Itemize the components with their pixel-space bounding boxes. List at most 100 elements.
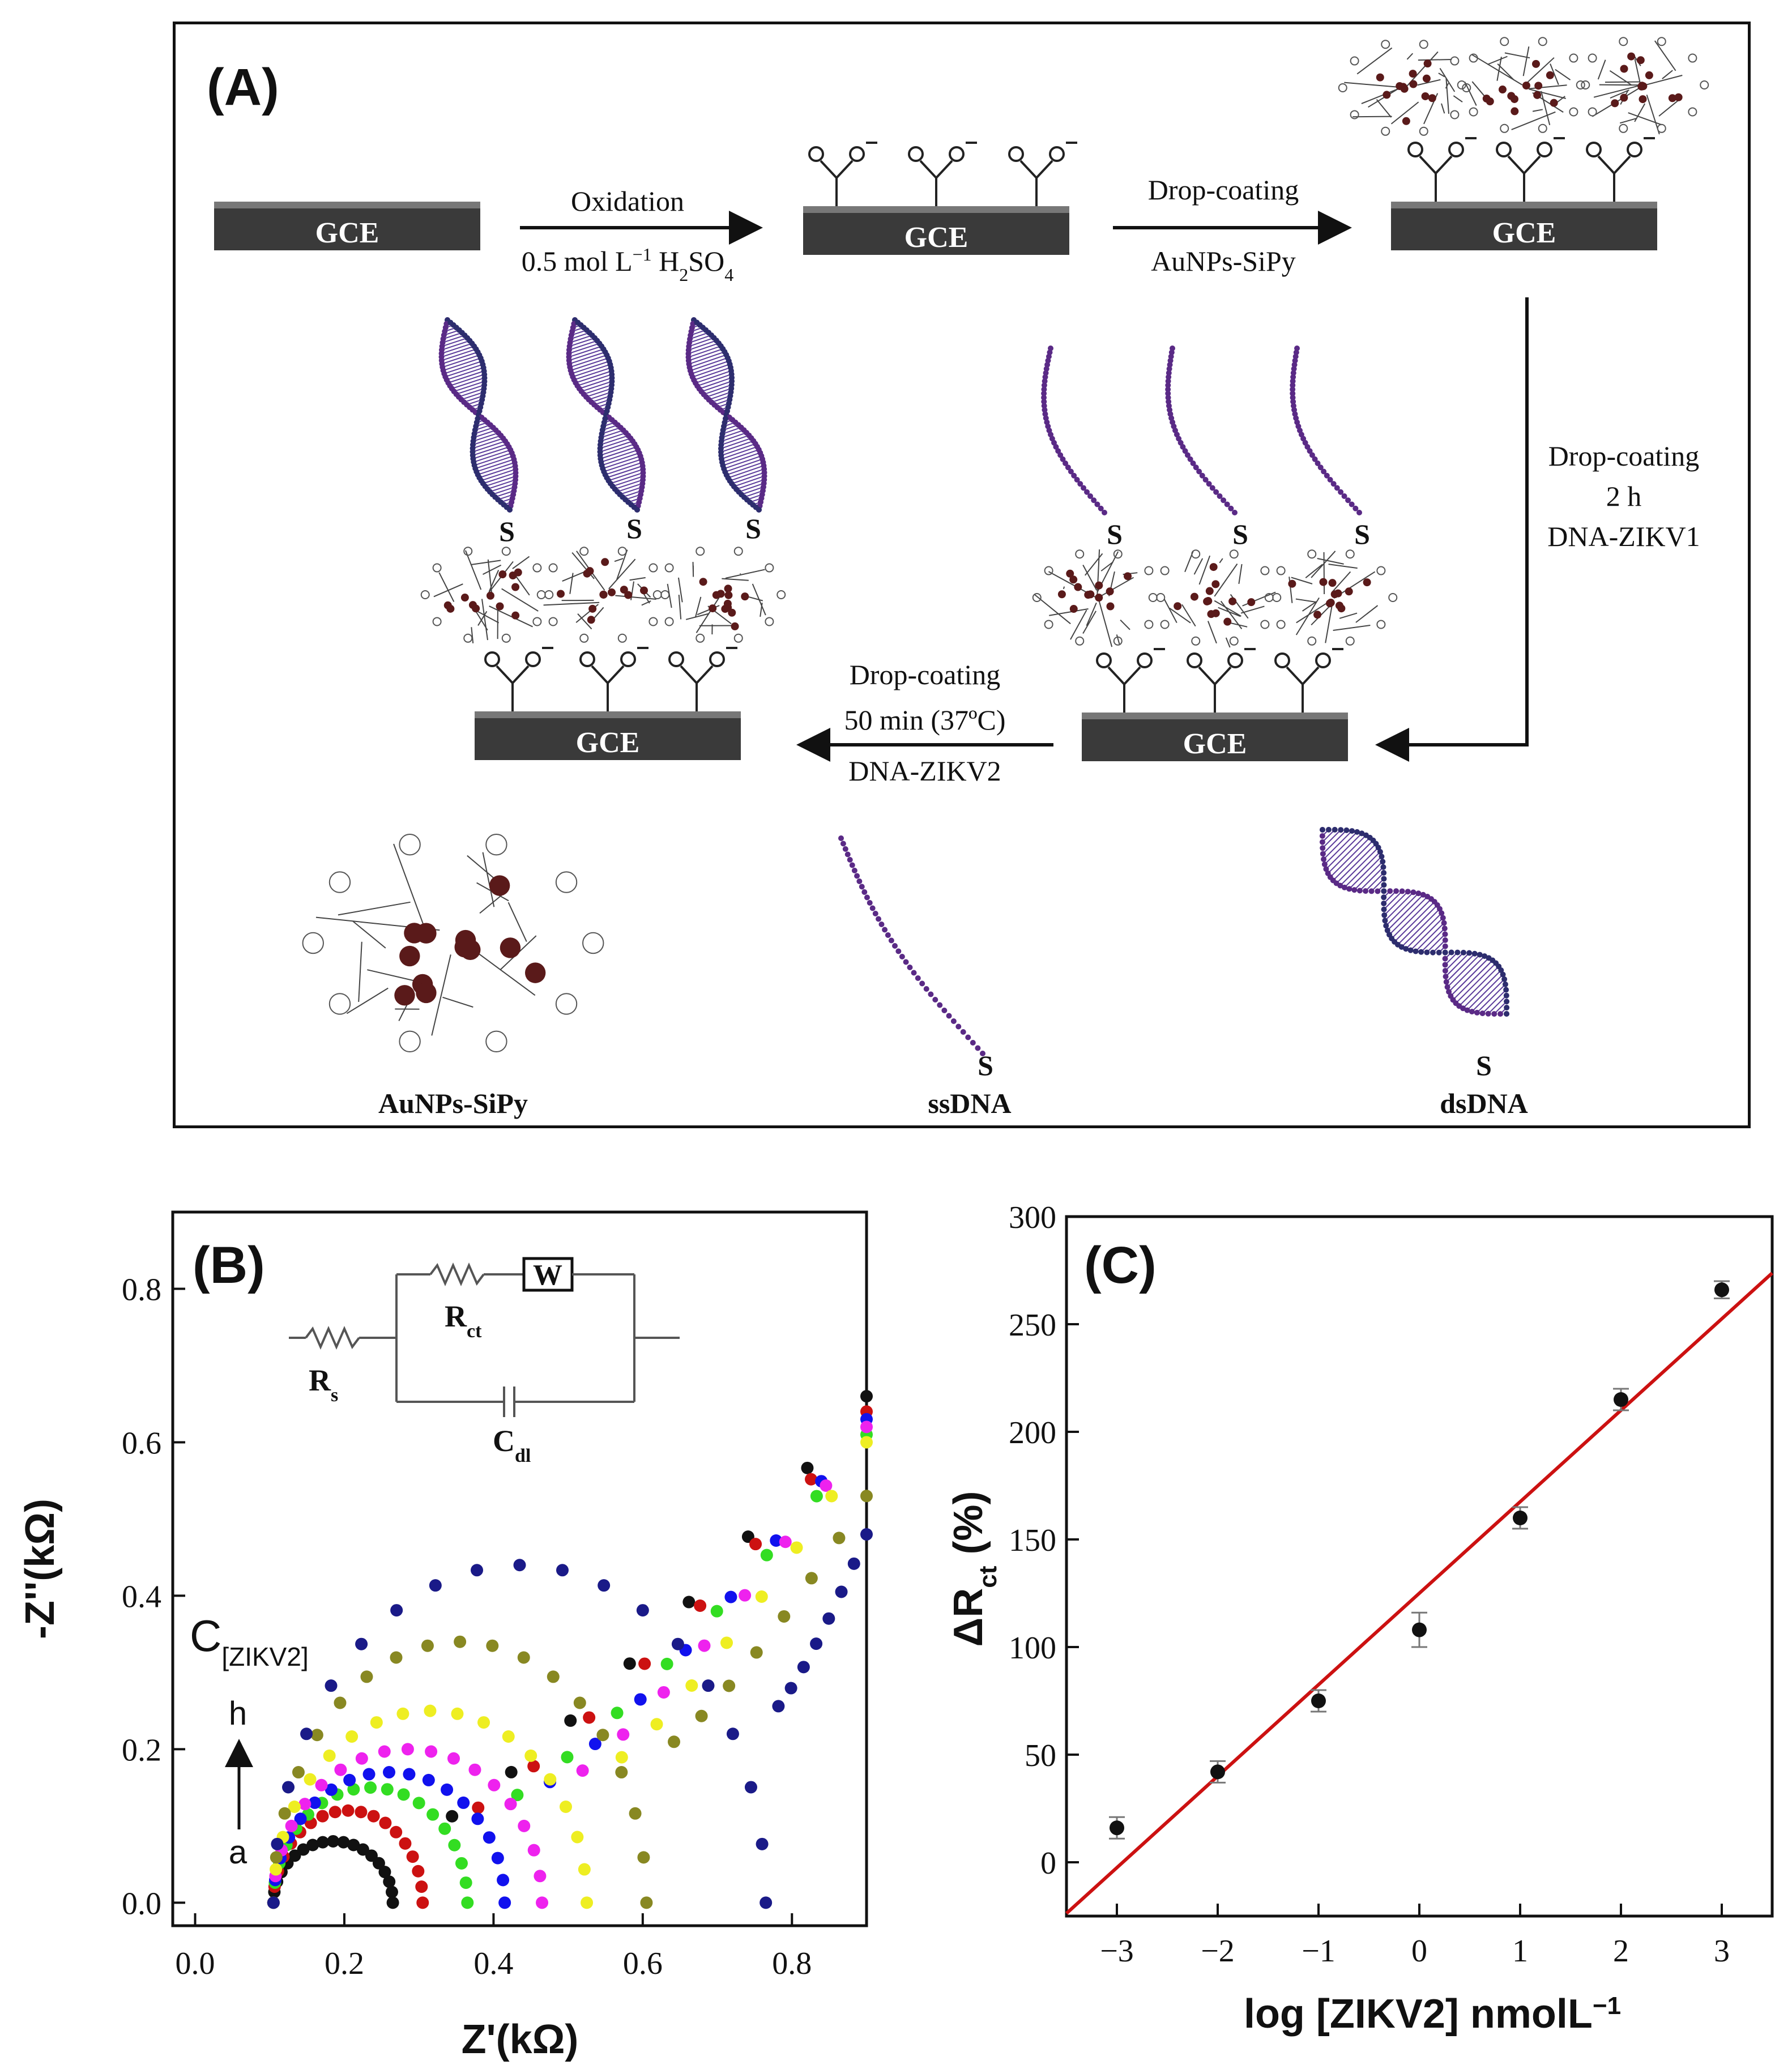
nyquist-point (477, 1716, 490, 1729)
nyquist-point (367, 1810, 380, 1823)
panel-c-label: (C) (1084, 1236, 1157, 1294)
panel-b-chart: (B) 0.0 0.2 0.4 0.6 0.8 0.0 0.2 0.4 0.6 0.8 Z'(kΩ… (18, 1210, 873, 2062)
nyquist-point (629, 1807, 642, 1820)
nyquist-point (544, 1773, 557, 1786)
carboxylate-groups (484, 137, 1655, 713)
nyquist-point (835, 1585, 848, 1598)
panel-c-chart: (C) −3 −2 −1 0 1 2 3 0 50 100 150 200 250 300 log [ZI… (946, 1200, 1774, 2037)
nyquist-point (370, 1716, 383, 1729)
coating2-detail: DNA-ZIKV1 (1547, 521, 1700, 552)
nyquist-point (401, 1743, 414, 1756)
nyquist-point (801, 1461, 814, 1474)
coating3-detail: DNA-ZIKV2 (848, 755, 1001, 787)
electrode-2: GCE (803, 206, 1069, 255)
nyquist-point (634, 1693, 647, 1706)
nyquist-point (860, 1436, 873, 1449)
nyquist-point (667, 1735, 680, 1748)
nyquist-point (739, 1589, 752, 1602)
nyquist-point (304, 1773, 317, 1786)
nyquist-point (372, 1857, 385, 1870)
nyquist-point (310, 1729, 323, 1742)
nyquist-point (308, 1796, 321, 1809)
nyquist-point (573, 1696, 586, 1709)
panel-c-axes-box (1065, 1215, 1774, 1918)
data-point (1513, 1511, 1528, 1525)
nyquist-point (471, 1564, 484, 1577)
carboxylate-group (1496, 137, 1565, 202)
nyquist-point (511, 1789, 524, 1802)
nyquist-point (459, 1876, 472, 1889)
thiol-label: S (499, 515, 515, 547)
aunp-cluster (1457, 37, 1590, 133)
aunp-cluster (1032, 549, 1166, 647)
nyquist-point (636, 1604, 649, 1617)
nyquist-series-a (267, 1390, 873, 1909)
nyquist-point (455, 1857, 468, 1870)
ssdna-strand (1041, 345, 1107, 515)
nyquist-point (451, 1707, 464, 1720)
nyquist-point (578, 1863, 591, 1876)
nyquist-point (611, 1707, 624, 1720)
nanoparticle-clusters (302, 37, 1709, 1053)
panel-c-plot (1065, 1272, 1774, 1915)
nyquist-point (650, 1718, 663, 1731)
nyquist-point (698, 1639, 711, 1652)
nyquist-point (298, 1798, 312, 1811)
nyquist-point (571, 1831, 584, 1844)
panel-c-xtick-label: 2 (1613, 1934, 1629, 1969)
panel-c-xtick-label: 0 (1411, 1934, 1427, 1969)
coating1-title: Drop-coating (1148, 174, 1299, 206)
nyquist-point (327, 1835, 340, 1848)
nyquist-point (323, 1749, 336, 1762)
nyquist-point (399, 1837, 412, 1850)
legend-dsdna-label: dsDNA (1440, 1087, 1528, 1119)
nyquist-point (416, 1896, 429, 1909)
panel-c-xtick-label: −1 (1302, 1934, 1336, 1969)
nyquist-point (315, 1778, 328, 1791)
nyquist-series-e (267, 1420, 873, 1909)
nyquist-point (755, 1590, 768, 1603)
nyquist-point (536, 1896, 549, 1909)
nyquist-point (406, 1850, 419, 1863)
legend-dsdna-thiol: S (1476, 1050, 1492, 1081)
nyquist-point (390, 1604, 403, 1617)
nyquist-point (468, 1763, 481, 1776)
nyquist-point (561, 1751, 574, 1764)
nyquist-point (598, 1579, 611, 1592)
nyquist-point (316, 1810, 329, 1823)
nyquist-point (300, 1727, 313, 1740)
nyquist-point (770, 1534, 783, 1547)
nyquist-point (316, 1836, 329, 1849)
carboxylate-group (668, 647, 737, 711)
nyquist-point (390, 1651, 403, 1664)
electrode-4-label: GCE (1183, 728, 1247, 760)
nyquist-point (454, 1635, 467, 1648)
nyquist-point (640, 1896, 653, 1909)
aunp-cluster (1148, 549, 1282, 648)
panel-c-ytick-label: 100 (1009, 1631, 1056, 1666)
nyquist-point (438, 1822, 451, 1835)
oxidation-title: Oxidation (571, 185, 684, 217)
panel-b-ytick-label: 0.8 (122, 1272, 161, 1307)
nyquist-point (425, 1745, 438, 1758)
nyquist-point (710, 1605, 723, 1618)
dsdna-strand (1319, 826, 1510, 1017)
nyquist-point (379, 1816, 392, 1829)
carboxylate-group (1274, 648, 1343, 713)
nyquist-point (446, 1810, 459, 1823)
electrode-5: GCE (475, 711, 741, 760)
data-point (1614, 1392, 1628, 1407)
panel-b-ytick-label: 0.4 (122, 1579, 161, 1614)
panel-b-ylabel: -Z''(kΩ) (18, 1499, 63, 1639)
nyquist-series-h (267, 1528, 873, 1909)
nyquist-point (822, 1612, 835, 1625)
panel-c-xlabel: log [ZIKV2] nmolL−1 (1244, 1991, 1621, 2037)
data-point (1412, 1622, 1427, 1637)
dsdna-strand (438, 317, 519, 513)
circuit-w-label: W (533, 1259, 562, 1291)
dsdna-strand (685, 317, 767, 513)
carboxylate-group (579, 647, 648, 711)
carboxylate-group (1096, 648, 1165, 713)
nyquist-point (498, 1896, 511, 1909)
legend-ssdna-label: ssDNA (928, 1087, 1011, 1119)
